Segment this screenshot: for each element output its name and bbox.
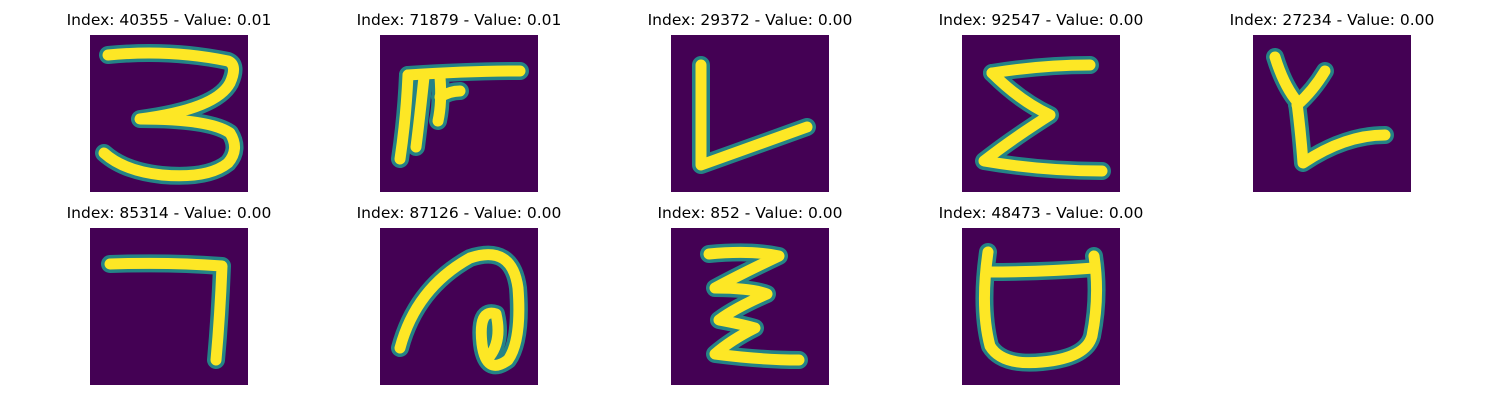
panel-title: Index: 27234 - Value: 0.00 xyxy=(1229,11,1435,29)
handwritten-3-glyph xyxy=(90,35,248,192)
panel-title: Index: 852 - Value: 0.00 xyxy=(657,204,843,222)
handwritten-f-like-glyph xyxy=(380,35,538,192)
panel-title: Index: 87126 - Value: 0.00 xyxy=(356,204,562,222)
handwritten-7-glyph xyxy=(90,228,248,385)
panel-title: Index: 48473 - Value: 0.00 xyxy=(938,204,1144,222)
handwritten-y-like-glyph xyxy=(1253,35,1411,192)
handwritten-a-like-glyph xyxy=(380,228,538,385)
handwritten-z-glyph xyxy=(671,228,829,385)
handwritten-cup-glyph xyxy=(962,228,1120,385)
panel-title: Index: 40355 - Value: 0.01 xyxy=(66,11,272,29)
handwritten-sigma-glyph xyxy=(962,35,1120,192)
handwritten-l-glyph xyxy=(671,35,829,192)
panel-title: Index: 92547 - Value: 0.00 xyxy=(938,11,1144,29)
panel-title: Index: 29372 - Value: 0.00 xyxy=(647,11,853,29)
panel-title: Index: 71879 - Value: 0.01 xyxy=(356,11,562,29)
panel-title: Index: 85314 - Value: 0.00 xyxy=(66,204,272,222)
